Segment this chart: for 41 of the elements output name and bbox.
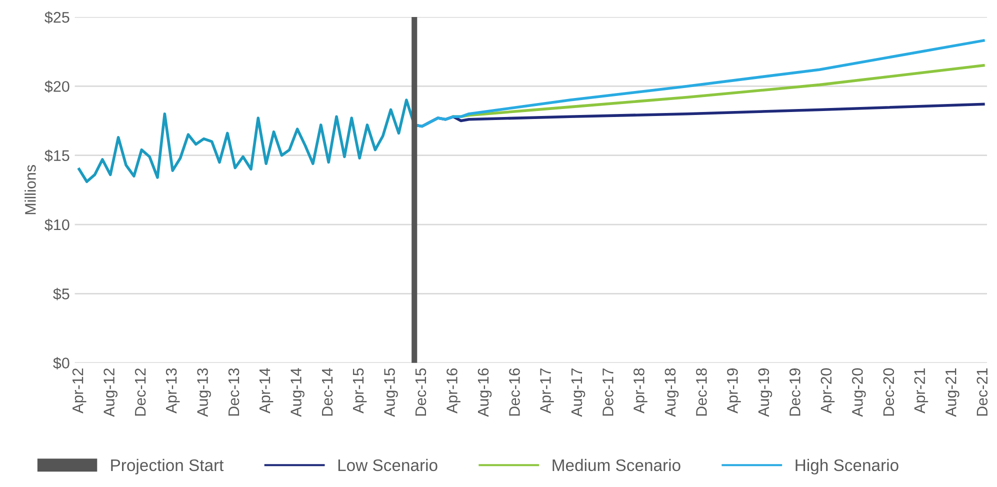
x-tick-label: Dec-14 xyxy=(322,368,333,416)
x-tick-label: Aug-14 xyxy=(290,368,304,417)
x-tick-label: Dec-19 xyxy=(790,368,800,416)
y-tick-label: $10 xyxy=(44,218,70,232)
x-tick-label: Apr-19 xyxy=(727,368,741,414)
y-axis-title: Millions xyxy=(24,165,36,214)
y-tick-label: $25 xyxy=(44,11,70,24)
x-tick-label: Aug-20 xyxy=(852,368,866,417)
x-tick-label: Dec-18 xyxy=(696,368,707,416)
x-tick-label: Aug-17 xyxy=(571,368,586,417)
x-tick-label: Apr-15 xyxy=(353,368,367,414)
y-tick-label: $0 xyxy=(53,357,70,370)
x-tick-label: Apr-20 xyxy=(820,368,835,414)
x-tick-label: Apr-12 xyxy=(72,368,86,414)
x-tick-label: Apr-14 xyxy=(260,368,274,414)
x-tick-label: Aug-19 xyxy=(758,368,772,417)
x-tick-label: Dec-12 xyxy=(134,368,146,416)
legend-label: Low Scenario xyxy=(338,458,438,472)
x-tick-label: Aug-15 xyxy=(384,368,398,417)
x-tick-label: Aug-16 xyxy=(478,368,492,417)
x-tick-label: Aug-12 xyxy=(104,368,118,417)
x-tick-label: Dec-20 xyxy=(883,368,894,416)
x-tick-label: Aug-13 xyxy=(197,368,211,417)
y-tick-label: $20 xyxy=(44,80,70,93)
legend-label: High Scenario xyxy=(796,458,898,474)
x-tick-label: Dec-21 xyxy=(976,368,988,416)
x-tick-label: Apr-18 xyxy=(634,368,648,414)
x-tick-label: Aug-18 xyxy=(664,368,679,417)
x-tick-label: Aug-21 xyxy=(945,368,960,417)
legend-label: Projection Start xyxy=(111,458,224,474)
x-tick-label: Apr-13 xyxy=(166,368,180,414)
x-tick-label: Apr-16 xyxy=(446,368,460,414)
x-tick-label: Dec-16 xyxy=(509,368,520,416)
x-tick-label: Apr-17 xyxy=(540,368,554,414)
x-tick-label: Dec-13 xyxy=(228,368,240,416)
y-tick-label: $15 xyxy=(44,150,70,162)
legend-label: Medium Scenario xyxy=(552,458,680,472)
x-tick-label: Dec-15 xyxy=(415,368,426,416)
x-tick-label: Apr-21 xyxy=(914,368,928,414)
y-tick-label: $5 xyxy=(53,288,70,300)
x-tick-label: Dec-17 xyxy=(602,368,614,416)
